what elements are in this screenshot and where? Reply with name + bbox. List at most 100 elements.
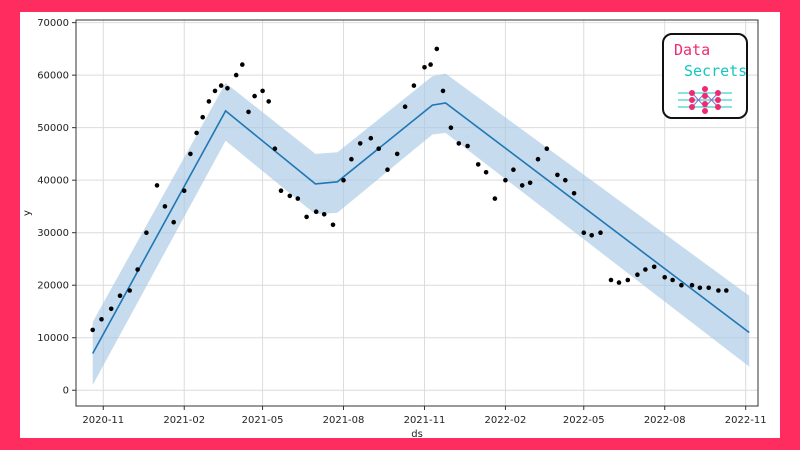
observed-point: [616, 280, 622, 285]
observed-point: [171, 219, 176, 225]
observed-point: [194, 130, 199, 136]
observed-point: [716, 288, 721, 293]
observed-point: [295, 196, 301, 201]
observed-point: [527, 180, 533, 186]
observed-point: [108, 306, 114, 312]
chart-frame: 2020-11 2021-02 2021-05 2021-08 2021-11 2022-…: [20, 12, 780, 438]
observed-point: [519, 183, 525, 188]
x-tick-label: 2021-11: [404, 415, 446, 426]
observed-point: [511, 167, 516, 172]
observed-point: [240, 62, 245, 67]
observed-point: [357, 141, 363, 146]
observed-point: [662, 275, 667, 280]
observed-point: [260, 88, 265, 94]
observed-point: [278, 188, 284, 193]
observed-point: [162, 204, 168, 209]
observed-point: [440, 88, 446, 94]
y-tick-label: 60000: [37, 71, 69, 82]
observed-point: [643, 267, 648, 272]
observed-point: [385, 167, 390, 172]
x-tick-label: 2022-11: [725, 415, 767, 426]
observed-point: [428, 62, 433, 67]
observed-point: [555, 172, 560, 178]
uncertainty-band-layer: [92, 73, 750, 385]
observed-point: [598, 230, 603, 235]
y-tick-label: 70000: [37, 18, 69, 29]
observed-point: [304, 214, 309, 220]
observed-point: [571, 191, 577, 196]
observed-point: [411, 83, 417, 88]
y-tick-label: 0: [63, 386, 69, 397]
x-tick-label: 2022-05: [563, 415, 605, 426]
observed-point: [188, 151, 193, 157]
observed-point: [313, 209, 319, 214]
observed-point: [608, 277, 614, 283]
observed-point: [503, 177, 508, 183]
observed-point: [651, 264, 657, 270]
observed-point: [330, 222, 336, 228]
observed-point: [475, 162, 481, 167]
x-tick-label: 2021-02: [163, 415, 205, 426]
observed-point: [246, 109, 251, 115]
observed-point: [394, 151, 400, 157]
observed-point: [625, 277, 631, 283]
observed-point: [233, 72, 239, 78]
observed-point: [544, 146, 550, 151]
observed-point: [181, 188, 187, 193]
x-axis-label: ds: [411, 429, 423, 438]
observed-point: [252, 93, 257, 99]
observed-point: [422, 65, 427, 70]
observed-point: [465, 143, 470, 149]
observed-point: [212, 88, 218, 94]
forecast-chart: 2020-11 2021-02 2021-05 2021-08 2021-11 2022-…: [22, 18, 767, 438]
x-tick-label: 2022-02: [485, 415, 527, 426]
observed-point: [483, 170, 489, 175]
observed-point: [706, 285, 711, 291]
observed-point: [272, 146, 278, 151]
observed-point: [635, 272, 640, 278]
logo-text-secrets: Secrets: [684, 62, 748, 80]
observed-point: [368, 135, 374, 141]
y-tick-label: 10000: [37, 333, 69, 344]
observed-point: [127, 288, 132, 293]
observed-point: [492, 196, 498, 201]
trend-line-layer: [91, 102, 750, 354]
y-tick-label: 50000: [37, 123, 69, 134]
observed-point: [135, 267, 140, 272]
y-axis-ticks: 0 10000 20000 30000 40000 50000 60000 70000: [37, 18, 76, 397]
x-tick-label: 2021-08: [323, 415, 365, 426]
observed-point: [154, 183, 160, 188]
y-tick-label: 30000: [37, 228, 69, 239]
observed-point: [679, 282, 684, 288]
forecast-line: [91, 102, 750, 354]
y-tick-label: 20000: [37, 281, 69, 292]
x-tick-label: 2022-08: [644, 415, 686, 426]
observed-point: [144, 230, 149, 235]
observed-point: [697, 285, 703, 291]
x-tick-label: 2020-11: [82, 415, 124, 426]
observed-point: [456, 141, 462, 146]
observed-point: [670, 277, 675, 283]
plot-area-border: [75, 19, 759, 407]
observed-point: [402, 104, 408, 109]
observed-point: [724, 288, 729, 293]
observed-point: [218, 83, 224, 88]
observed-point: [349, 156, 354, 162]
observed-point: [117, 293, 123, 299]
observed-point: [589, 233, 594, 238]
observed-point: [287, 193, 293, 199]
observed-point: [321, 212, 327, 217]
data-secrets-logo: Data Secrets: [662, 33, 748, 119]
observed-point: [376, 146, 382, 151]
observed-point: [206, 99, 212, 104]
observed-points-layer: [90, 46, 729, 333]
observed-point: [563, 177, 568, 183]
observed-point: [535, 156, 541, 162]
observed-point: [341, 177, 346, 183]
x-tick-label: 2021-05: [242, 415, 284, 426]
y-axis-label: y: [22, 210, 33, 216]
observed-point: [689, 282, 695, 288]
y-tick-label: 40000: [37, 176, 69, 187]
x-axis-ticks: 2020-11 2021-02 2021-05 2021-08 2021-11 2022-…: [82, 406, 767, 426]
observed-point: [99, 317, 104, 322]
